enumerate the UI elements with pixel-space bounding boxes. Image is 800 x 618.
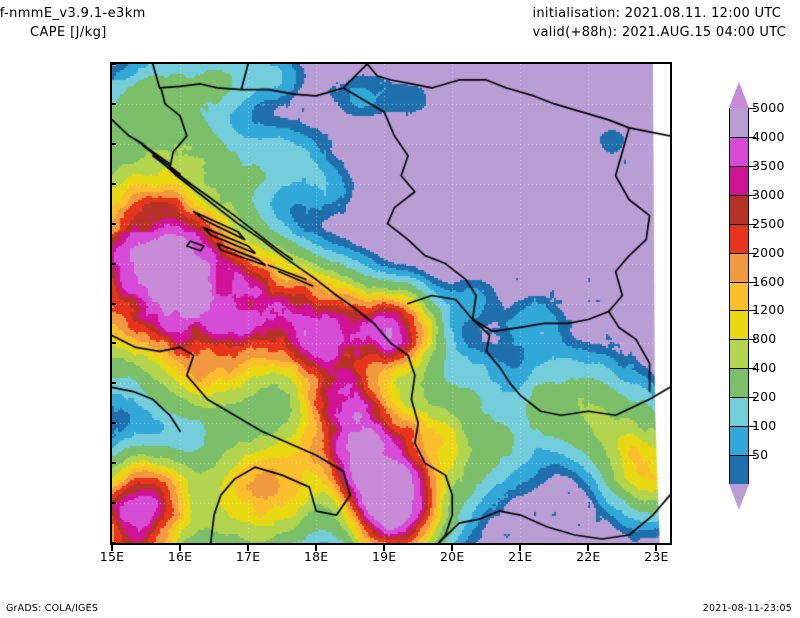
colorbar-tick-label: 200	[752, 389, 777, 405]
grads-credit: GrADS: COLA/IGES	[6, 603, 99, 614]
lon-tick-label: 20E	[440, 549, 465, 564]
lat-tick-mark	[110, 102, 116, 105]
lon-tick-mark	[179, 545, 182, 551]
colorbar-separator	[729, 223, 749, 225]
lat-tick-mark	[110, 262, 116, 265]
colorbar-tick-mark	[749, 194, 756, 196]
colorbar-separator	[729, 426, 749, 428]
colorbar-tick-mark	[749, 136, 756, 138]
colorbar-separator	[729, 368, 749, 370]
render-timestamp: 2021-08-11-23:05	[702, 603, 792, 614]
lon-tick-label: 15E	[99, 549, 125, 564]
country-borders-canvas	[112, 64, 670, 543]
colorbar-tick-mark	[749, 455, 756, 457]
lat-tick-mark	[110, 542, 116, 544]
lat-tick-mark	[110, 302, 116, 305]
lat-tick-mark	[110, 422, 116, 425]
colorbar-band	[729, 194, 749, 224]
colorbar-tick-mark	[749, 426, 756, 428]
colorbar-band	[729, 252, 749, 282]
lon-tick-label: 18E	[303, 549, 329, 564]
lon-tick-label: 23E	[644, 549, 669, 564]
colorbar-band	[729, 165, 749, 195]
lat-tick-mark	[110, 502, 116, 505]
latitude-axis: 45.5N45N44.5N44N43.5N43N42.5N42N41.5N41N…	[0, 0, 116, 618]
colorbar-band	[729, 368, 749, 398]
lon-tick-mark	[655, 545, 658, 551]
lat-tick-mark	[110, 182, 116, 185]
colorbar-separator	[729, 455, 749, 457]
colorbar-tick-mark	[749, 339, 756, 341]
lon-tick-label: 17E	[235, 549, 261, 564]
colorbar-separator	[729, 252, 749, 254]
colorbar-tick-label: 4000	[752, 128, 785, 144]
lon-tick-mark	[111, 545, 113, 551]
colorbar-band	[729, 397, 749, 427]
lon-tick-label: 22E	[576, 549, 601, 564]
colorbar-tick-mark	[749, 165, 756, 167]
colorbar-over-arrow	[729, 82, 749, 108]
colorbar-separator	[729, 136, 749, 138]
colorbar-separator	[729, 339, 749, 341]
initialisation-time: initialisation: 2021.08.11. 12:00 UTC	[532, 6, 782, 21]
lon-tick-mark	[247, 545, 250, 551]
colorbar-tick-label: 50	[752, 447, 769, 463]
colorbar-tick-label: 2000	[752, 244, 785, 260]
colorbar-tick-label: 1200	[752, 302, 785, 318]
colorbar-separator	[729, 310, 749, 312]
lon-tick-mark	[587, 545, 590, 551]
colorbar-tick-label: 3000	[752, 186, 785, 202]
header-right: initialisation: 2021.08.11. 12:00 UTC va…	[532, 4, 786, 42]
colorbar-band	[729, 426, 749, 456]
colorbar-tick-mark	[749, 108, 756, 109]
map-plot-area	[110, 62, 672, 545]
valid-time: valid(+88h): 2021.AUG.15 04:00 UTC	[532, 25, 786, 40]
lon-tick-mark	[383, 545, 386, 551]
lon-tick-mark	[451, 545, 454, 551]
colorbar-tick-label: 100	[752, 418, 777, 434]
lat-tick-mark	[110, 63, 116, 65]
colorbar-separator	[729, 281, 749, 283]
colorbar	[729, 82, 749, 510]
colorbar-tick-label: 1600	[752, 273, 785, 289]
lat-tick-mark	[110, 462, 116, 465]
colorbar-tick-mark	[749, 223, 756, 225]
colorbar-separator	[729, 397, 749, 399]
colorbar-tick-label: 800	[752, 331, 777, 347]
lon-tick-mark	[519, 545, 522, 551]
lon-tick-label: 19E	[371, 549, 397, 564]
colorbar-tick-label: 2500	[752, 215, 785, 231]
colorbar-band	[729, 223, 749, 253]
colorbar-band	[729, 108, 749, 137]
lat-tick-mark	[110, 342, 116, 345]
colorbar-separator	[729, 194, 749, 196]
colorbar-band	[729, 136, 749, 166]
colorbar-band	[729, 310, 749, 340]
lon-tick-mark	[315, 545, 318, 551]
colorbar-tick-label: 5000	[752, 100, 785, 115]
colorbar-under-arrow	[729, 484, 749, 510]
colorbar-tick-label: 400	[752, 360, 777, 376]
colorbar-tick-mark	[749, 281, 756, 283]
colorbar-separator	[729, 165, 749, 167]
lon-tick-label: 16E	[167, 549, 193, 564]
colorbar-tick-mark	[749, 397, 756, 399]
colorbar-tick-mark	[749, 252, 756, 254]
colorbar-tick-mark	[749, 310, 756, 312]
colorbar-tick-label: 3500	[752, 157, 785, 173]
lat-tick-mark	[110, 142, 116, 145]
lat-tick-mark	[110, 382, 116, 385]
colorbar-tick-mark	[749, 368, 756, 370]
colorbar-band	[729, 339, 749, 369]
colorbar-band	[729, 281, 749, 311]
model-title: rf-nmmE_v3.9.1-e3km	[0, 6, 146, 21]
colorbar-band	[729, 455, 749, 484]
lon-tick-label: 21E	[508, 549, 533, 564]
field-title: CAPE [J/kg]	[30, 25, 107, 40]
lat-tick-mark	[110, 222, 116, 225]
